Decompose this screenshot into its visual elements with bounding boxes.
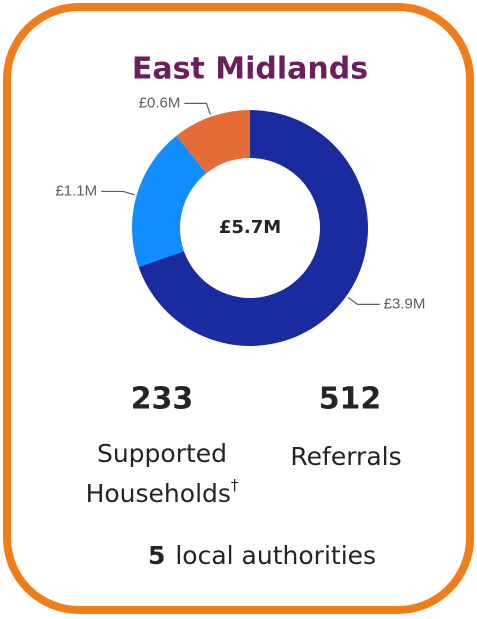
donut-slice xyxy=(176,110,250,174)
donut-slice xyxy=(131,135,207,267)
center-label: £5.7M xyxy=(219,217,281,238)
stat-label: Referrals xyxy=(290,442,401,471)
leader-line xyxy=(347,296,380,305)
footer-label: local authorities xyxy=(175,541,376,570)
footnote-mark: † xyxy=(231,476,239,494)
leader-line xyxy=(101,190,135,196)
value-label: £0.6M xyxy=(139,94,181,111)
value-label: £1.1M xyxy=(55,182,97,199)
leader-line xyxy=(184,102,211,115)
stat-value: 233 xyxy=(131,382,194,417)
stat-value: 512 xyxy=(319,382,382,417)
stat-label-line: Households xyxy=(86,479,231,508)
value-label: £3.9M xyxy=(384,295,426,312)
chart-title: East Midlands xyxy=(132,52,368,87)
stat-label: Supported xyxy=(97,439,227,468)
donut-slice xyxy=(138,110,368,347)
stat-label: Households† xyxy=(86,476,239,509)
footer: 5 local authorities xyxy=(148,541,376,570)
footer-value: 5 xyxy=(148,541,165,570)
